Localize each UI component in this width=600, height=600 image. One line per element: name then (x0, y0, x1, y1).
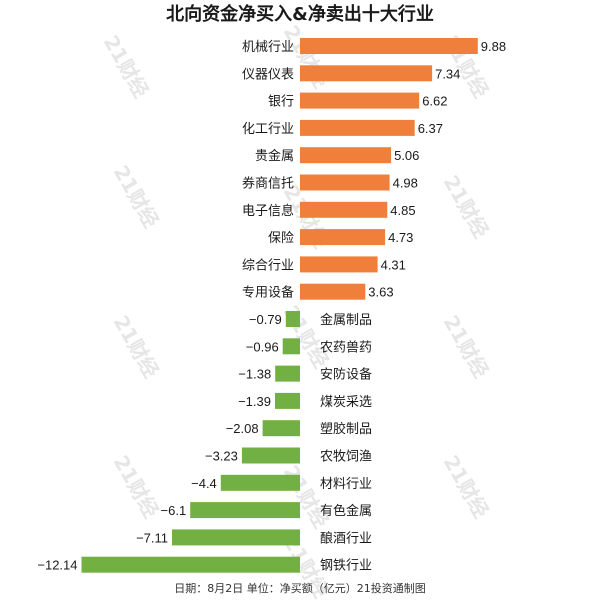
chart-title: 北向资金净买入&净卖出十大行业 (166, 3, 434, 25)
bars (81, 38, 478, 573)
value-label-8: 4.31 (381, 257, 406, 272)
chart-footer: 日期：8月2日 单位：净买额（亿元）21投资通制图 (174, 581, 426, 595)
value-label-0: 9.88 (481, 39, 506, 54)
category-label-18: 酿酒行业 (320, 530, 372, 546)
value-label-3: 6.37 (418, 121, 443, 136)
category-label-8: 综合行业 (242, 258, 294, 273)
bar-9 (300, 283, 366, 300)
watermark-10: 21财经 (279, 461, 334, 532)
category-label-12: 安防设备 (320, 367, 372, 383)
watermark-11: 21财经 (439, 451, 494, 522)
category-label-1: 仪器仪表 (242, 67, 294, 82)
category-label-16: 材料行业 (320, 477, 372, 492)
value-label-17: −6.1 (161, 503, 187, 518)
bar-0 (300, 38, 478, 54)
category-label-4: 贵金属 (255, 148, 294, 164)
bar-17 (190, 502, 300, 519)
watermark-6: 21财经 (109, 311, 164, 382)
bar-13 (275, 392, 300, 409)
value-label-18: −7.11 (136, 530, 168, 545)
category-label-19: 钢铁行业 (320, 559, 372, 574)
value-label-19: −12.14 (37, 558, 77, 573)
category-label-11: 农药兽药 (320, 340, 372, 355)
value-label-14: −2.08 (226, 421, 259, 436)
bar-12 (275, 365, 300, 382)
bar-4 (300, 147, 392, 164)
labels: 机械行业 9.88 仪器仪表 7.34 银行 6.62 化工行业 6.37 贵金属 5.06 券商信… (37, 39, 506, 574)
bar-7 (300, 229, 386, 246)
bar-11 (282, 338, 300, 355)
watermark-5: 21财经 (439, 171, 494, 242)
watermark-9: 21财经 (109, 451, 164, 522)
bar-2 (300, 92, 420, 109)
value-label-16: −4.4 (191, 476, 217, 491)
watermark-0: 21财经 (99, 31, 154, 102)
bar-16 (220, 474, 300, 491)
category-label-17: 有色金属 (320, 503, 372, 519)
category-label-2: 银行 (268, 95, 294, 110)
value-label-6: 4.85 (390, 203, 415, 218)
bar-8 (300, 256, 378, 273)
value-label-5: 4.98 (393, 176, 418, 191)
value-label-12: −1.38 (238, 367, 271, 382)
value-label-1: 7.34 (435, 66, 460, 81)
category-label-6: 电子信息 (242, 203, 294, 219)
watermark-8: 21财经 (439, 311, 494, 382)
value-label-2: 6.62 (422, 94, 447, 109)
bar-15 (241, 447, 300, 464)
category-label-9: 专用设备 (242, 285, 294, 301)
value-label-13: −1.39 (238, 394, 271, 409)
watermark-3: 21财经 (109, 161, 164, 232)
category-label-14: 塑胶制品 (320, 421, 372, 437)
bar-10 (285, 311, 300, 327)
category-label-15: 农牧饲渔 (320, 450, 372, 465)
bar-14 (262, 420, 300, 437)
bar-18 (172, 529, 300, 546)
bar-3 (300, 119, 415, 136)
value-label-10: −0.79 (249, 312, 282, 327)
bar-5 (300, 174, 390, 191)
value-label-4: 5.06 (394, 148, 419, 163)
category-label-5: 券商信托 (242, 176, 294, 192)
value-label-9: 3.63 (368, 285, 393, 300)
value-label-11: −0.96 (246, 339, 279, 354)
category-label-0: 机械行业 (242, 40, 294, 55)
category-label-7: 保险 (268, 231, 294, 246)
bar-6 (300, 201, 388, 218)
value-label-15: −3.23 (205, 449, 238, 464)
category-label-10: 金属制品 (320, 312, 372, 328)
category-label-13: 煤炭采选 (320, 395, 372, 410)
value-label-7: 4.73 (388, 230, 413, 245)
bar-1 (300, 65, 433, 82)
bar-19 (81, 556, 300, 573)
category-label-3: 化工行业 (242, 122, 294, 137)
